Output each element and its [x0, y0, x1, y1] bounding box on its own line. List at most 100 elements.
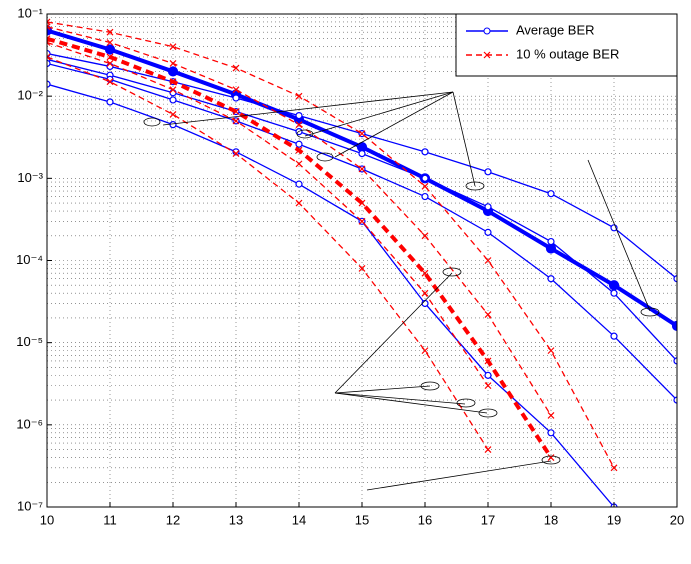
marker [358, 130, 366, 138]
marker [169, 86, 177, 94]
annotations [143, 91, 660, 491]
series-line [47, 41, 489, 386]
marker [358, 149, 366, 158]
x-tick-label: 20 [670, 512, 684, 527]
marker [421, 289, 429, 297]
marker [421, 232, 429, 240]
marker [106, 39, 114, 46]
legend-marker [483, 51, 491, 59]
marker [295, 92, 303, 100]
marker [610, 464, 618, 472]
marker [232, 86, 240, 94]
marker [608, 280, 620, 291]
marker [610, 332, 618, 340]
marker [547, 190, 555, 198]
legend: Average BER 10 % outage BER [455, 13, 678, 77]
x-tick-label: 19 [607, 512, 621, 527]
marker [545, 243, 557, 254]
marker [169, 60, 177, 67]
marker [169, 121, 177, 129]
x-tick-label: 12 [166, 512, 180, 527]
marker [47, 39, 51, 46]
marker [358, 165, 366, 173]
legend-label: 10 % outage BER [516, 46, 619, 61]
marker [295, 180, 303, 188]
marker [421, 192, 429, 201]
marker [421, 148, 429, 156]
marker [484, 382, 492, 390]
marker [358, 217, 366, 225]
marker [358, 265, 366, 272]
marker [421, 182, 429, 190]
marker [47, 23, 51, 31]
x-tick-label: 18 [544, 512, 558, 527]
marker [484, 168, 492, 176]
marker [106, 62, 114, 71]
x-tick-label: 10 [40, 512, 54, 527]
marker [421, 269, 429, 277]
marker [169, 89, 177, 97]
marker [484, 257, 492, 264]
marker [106, 60, 114, 67]
marker [232, 117, 240, 125]
marker [167, 66, 179, 77]
marker [104, 44, 116, 55]
marker [421, 174, 429, 182]
marker [169, 78, 177, 86]
marker [484, 228, 492, 236]
marker [484, 446, 492, 453]
marker [47, 59, 51, 68]
y-tick-label: 10⁻² [17, 88, 43, 103]
marker [295, 121, 303, 129]
marker [547, 454, 555, 461]
legend-marker [483, 27, 491, 35]
marker [484, 357, 492, 365]
x-tick-label: 15 [355, 512, 369, 527]
marker [47, 80, 51, 88]
marker [547, 275, 555, 283]
x-tick-label: 17 [481, 512, 495, 527]
legend-box [455, 13, 678, 77]
marker [547, 429, 555, 437]
marker [169, 110, 177, 118]
marker [295, 112, 303, 120]
marker [169, 43, 177, 51]
marker [47, 53, 51, 61]
marker [673, 396, 677, 404]
marker [547, 347, 555, 355]
marker [673, 357, 677, 365]
y-tick-label: 10⁻⁵ [16, 334, 43, 349]
marker [232, 94, 240, 102]
x-tick-label: 14 [292, 512, 306, 527]
marker [484, 371, 492, 379]
legend-label: Average BER [516, 22, 595, 37]
marker [106, 78, 114, 86]
series-line [47, 56, 489, 450]
marker [232, 108, 240, 115]
marker [673, 275, 677, 283]
marker [169, 96, 177, 104]
x-tick-label: 16 [418, 512, 432, 527]
marker [547, 412, 555, 419]
y-tick-label: 10⁻³ [17, 170, 43, 185]
marker [106, 98, 114, 106]
marker [671, 320, 677, 331]
marker [232, 150, 240, 158]
x-tick-label: 13 [229, 512, 243, 527]
marker [484, 203, 492, 211]
series-line [47, 21, 615, 469]
plot-area [47, 14, 677, 507]
marker [484, 311, 492, 318]
marker [295, 160, 303, 168]
marker [547, 237, 555, 246]
curves [47, 18, 677, 507]
marker [295, 146, 303, 154]
series-line [47, 83, 615, 507]
y-tick-label: 10⁻⁴ [16, 252, 43, 267]
marker [232, 64, 240, 72]
marker [421, 347, 429, 355]
marker [358, 199, 366, 207]
marker [295, 199, 303, 207]
x-tick-label: 11 [103, 512, 117, 527]
